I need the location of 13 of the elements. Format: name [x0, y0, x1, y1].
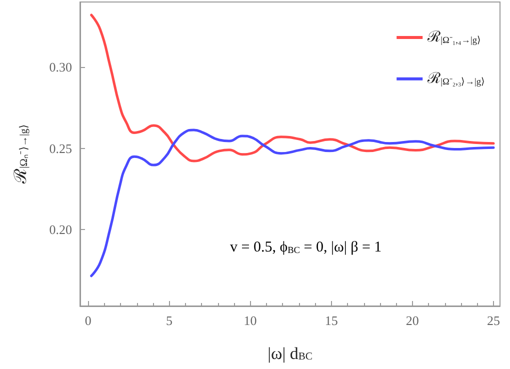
- x-tick-label: 15: [324, 313, 338, 328]
- y-axis-title: ℛ|Ωₙ⁻⟩→|g⟩: [11, 124, 30, 184]
- y-tick-label: 0.20: [49, 222, 72, 238]
- x-tick-label: 5: [166, 313, 172, 328]
- x-tick-label: 10: [244, 313, 257, 328]
- y-tick-label: 0.25: [49, 140, 72, 156]
- y-tick-label: 0.30: [49, 60, 72, 75]
- x-axis-title: |ω| dBC: [268, 344, 312, 363]
- x-tick-label: 0: [84, 313, 92, 328]
- x-tick-label: 25: [487, 313, 500, 328]
- x-tick-label: 20: [406, 313, 419, 328]
- line-series: [90, 128, 495, 278]
- line-series: [90, 14, 495, 162]
